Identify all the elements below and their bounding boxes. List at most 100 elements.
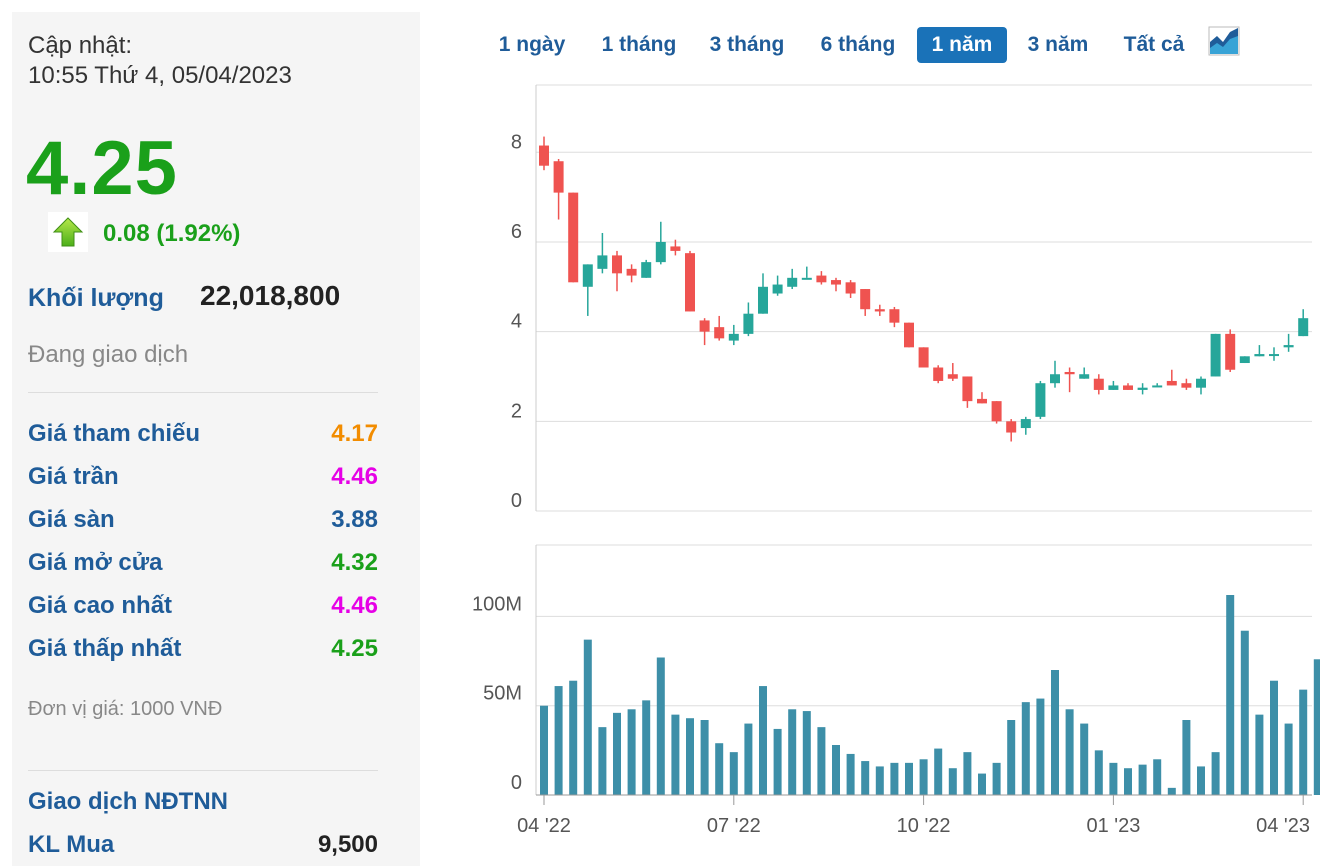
- candle-body: [685, 253, 695, 312]
- candle-body: [1020, 419, 1031, 429]
- volume-bar: [759, 686, 767, 795]
- volume-bar: [1124, 768, 1132, 795]
- candle-body: [772, 284, 783, 294]
- volume-bar: [1211, 752, 1220, 795]
- candle-body: [787, 277, 798, 287]
- volume-bar: [686, 718, 694, 795]
- area-chart-icon[interactable]: [1208, 26, 1240, 61]
- candle-body: [874, 309, 885, 312]
- candle-body: [612, 255, 622, 274]
- volume-bar: [1065, 709, 1074, 795]
- volume-bar: [1138, 764, 1147, 795]
- candle-body: [816, 275, 827, 283]
- volume-bar: [627, 709, 636, 795]
- tab-range[interactable]: 3 năm: [1027, 33, 1089, 56]
- candle-body: [1123, 385, 1133, 390]
- volume-bar: [583, 639, 592, 795]
- stat-row: Giá trần 4.46: [28, 463, 378, 493]
- volume-bar: [729, 752, 738, 795]
- stat-label: Giá tham chiếu: [28, 420, 201, 447]
- kl-mua-value: 9,500: [317, 831, 378, 858]
- candle-body: [1006, 421, 1017, 433]
- candle-body: [582, 264, 593, 287]
- candle-body: [1181, 383, 1192, 388]
- candle-body: [728, 333, 739, 341]
- volume-bar: [948, 768, 957, 795]
- x-tick-label: 01 '23: [1086, 815, 1140, 837]
- stat-row: Giá sàn 3.88: [28, 506, 378, 536]
- volume-bar: [817, 727, 826, 795]
- tab-range[interactable]: 3 tháng: [709, 33, 785, 56]
- candle-body: [1050, 374, 1060, 384]
- volume-bar: [569, 680, 578, 795]
- candle-body: [947, 374, 958, 379]
- y-tick-label: 8: [511, 131, 522, 153]
- candle-body: [1298, 318, 1309, 337]
- stat-label: Giá mở cửa: [28, 549, 163, 576]
- candle-body: [743, 313, 754, 334]
- candle-body: [1137, 387, 1148, 390]
- stat-row: Giá tham chiếu 4.17: [28, 420, 378, 450]
- candle-body: [1239, 356, 1250, 364]
- x-tick-label: 04 '23: [1256, 815, 1310, 837]
- volume-bar: [802, 711, 811, 795]
- volume-bar: [1036, 698, 1045, 795]
- volume-bar: [861, 761, 870, 795]
- volume-bar: [890, 762, 899, 795]
- candle-body: [1152, 385, 1163, 388]
- volume-bar: [788, 709, 797, 795]
- candle-body: [655, 241, 666, 263]
- y-tick-label: 2: [511, 400, 522, 422]
- volume-bar: [832, 745, 840, 795]
- tab-range[interactable]: Tất cả: [1123, 33, 1185, 56]
- volume-bar: [919, 759, 928, 795]
- candle-body: [1269, 354, 1279, 357]
- candle-body: [553, 161, 564, 193]
- volume-bar: [1021, 702, 1030, 795]
- volume-bar: [1094, 750, 1103, 795]
- candle-body: [860, 289, 871, 310]
- volume-bar: [671, 714, 680, 795]
- volume-bar: [1197, 766, 1205, 795]
- volume-bar: [1182, 720, 1191, 795]
- stat-value: 4.25: [331, 635, 378, 662]
- candle-body: [597, 255, 608, 269]
- volume-bar: [1226, 595, 1235, 795]
- candle-body: [1108, 385, 1119, 390]
- volume-bar: [905, 762, 913, 795]
- update-time: 10:55 Thứ 4, 05/04/2023: [28, 62, 292, 89]
- candle-body: [758, 286, 768, 314]
- candle-body: [1093, 378, 1104, 390]
- volume-bar: [554, 686, 563, 795]
- candle-body: [1225, 333, 1236, 370]
- volume-bar: [875, 766, 884, 795]
- candle-body: [889, 309, 900, 323]
- candle-body: [1166, 380, 1177, 386]
- volume-bar: [773, 728, 782, 795]
- candle-body: [568, 192, 579, 283]
- tab-range[interactable]: 1 tháng: [601, 33, 677, 56]
- quote-sidebar: [12, 12, 420, 866]
- y-tick-label: 0: [511, 490, 522, 512]
- volume-bar: [1313, 659, 1320, 795]
- y-tick-label: 6: [511, 221, 522, 243]
- update-label: Cập nhật:: [28, 32, 133, 59]
- tab-range[interactable]: 1 năm: [917, 27, 1007, 63]
- candle-body: [1035, 383, 1046, 417]
- stat-label: Giá thấp nhất: [28, 635, 182, 662]
- stat-label: Giá cao nhất: [28, 592, 173, 619]
- volume-bar: [963, 752, 972, 795]
- volume-bar: [1167, 787, 1176, 795]
- candle-body: [641, 262, 652, 278]
- tab-range[interactable]: 1 ngày: [498, 33, 566, 56]
- candle-body: [991, 401, 1002, 422]
- candle-body: [539, 145, 549, 166]
- volume-bar: [598, 727, 607, 795]
- volume-bar: [642, 700, 651, 795]
- volume-tick-label: 50M: [483, 683, 522, 705]
- tab-range[interactable]: 6 tháng: [820, 33, 896, 56]
- candle-body: [1064, 371, 1075, 375]
- volume-bar: [540, 705, 548, 795]
- current-price: 4.25: [26, 126, 178, 211]
